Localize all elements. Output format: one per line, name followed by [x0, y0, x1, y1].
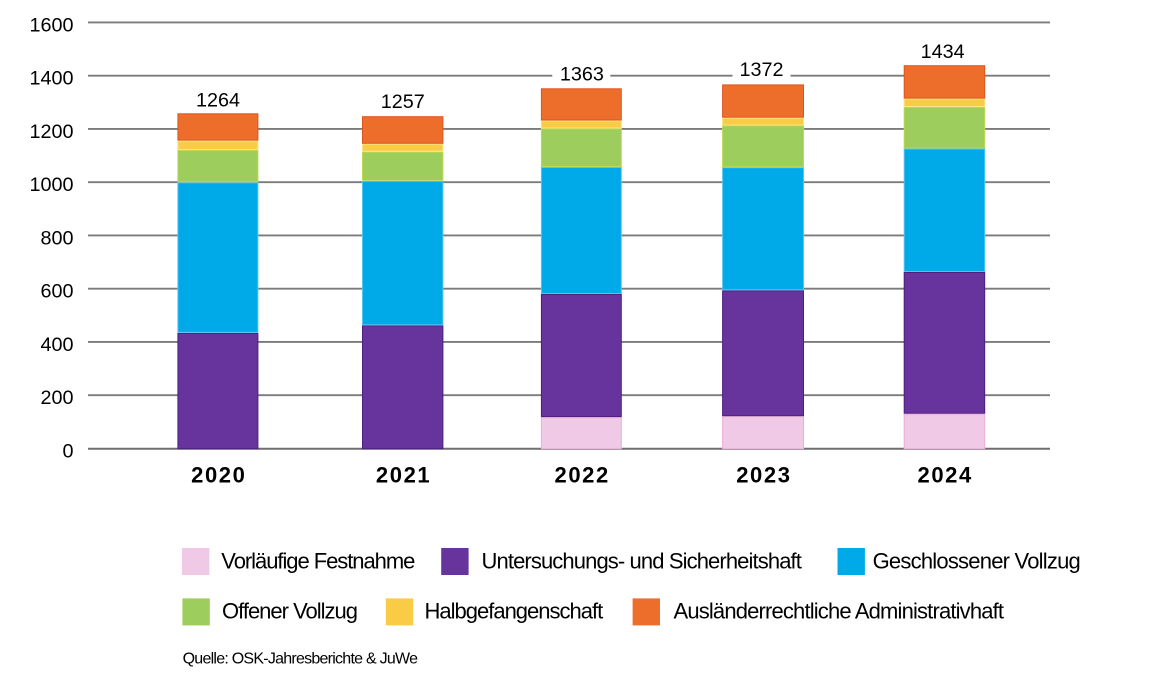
- svg-text:800: 800: [40, 227, 73, 249]
- svg-text:1600: 1600: [29, 14, 73, 36]
- svg-text:200: 200: [40, 387, 73, 409]
- svg-text:Geschlossener Vollzug: Geschlossener Vollzug: [873, 548, 1080, 573]
- svg-text:Quelle: OSK-Jahresberichte & J: Quelle: OSK-Jahresberichte & JuWe: [183, 650, 418, 667]
- svg-text:2022: 2022: [555, 462, 610, 487]
- svg-text:Ausländerrechtliche Administra: Ausländerrechtliche Administrativhaft: [674, 598, 1004, 623]
- svg-text:2021: 2021: [376, 462, 431, 487]
- svg-text:2020: 2020: [191, 462, 246, 487]
- svg-text:1363: 1363: [560, 64, 604, 86]
- svg-text:Halbgefangenschaft: Halbgefangenschaft: [425, 598, 604, 623]
- svg-text:1000: 1000: [29, 174, 73, 196]
- svg-text:1200: 1200: [29, 121, 73, 143]
- svg-text:1400: 1400: [29, 68, 73, 90]
- svg-text:0: 0: [62, 440, 73, 462]
- svg-text:1257: 1257: [381, 91, 425, 113]
- svg-text:2023: 2023: [736, 462, 791, 487]
- svg-text:600: 600: [40, 281, 73, 303]
- svg-text:1264: 1264: [196, 89, 240, 111]
- svg-text:Vorläufige Festnahme: Vorläufige Festnahme: [221, 548, 415, 573]
- svg-text:Offener Vollzug: Offener Vollzug: [222, 598, 357, 623]
- svg-text:2024: 2024: [918, 462, 973, 487]
- svg-text:Untersuchungs- und Sicherheits: Untersuchungs- und Sicherheitshaft: [482, 548, 802, 573]
- svg-text:1434: 1434: [921, 41, 965, 63]
- svg-text:400: 400: [40, 334, 73, 356]
- svg-text:1372: 1372: [739, 59, 783, 81]
